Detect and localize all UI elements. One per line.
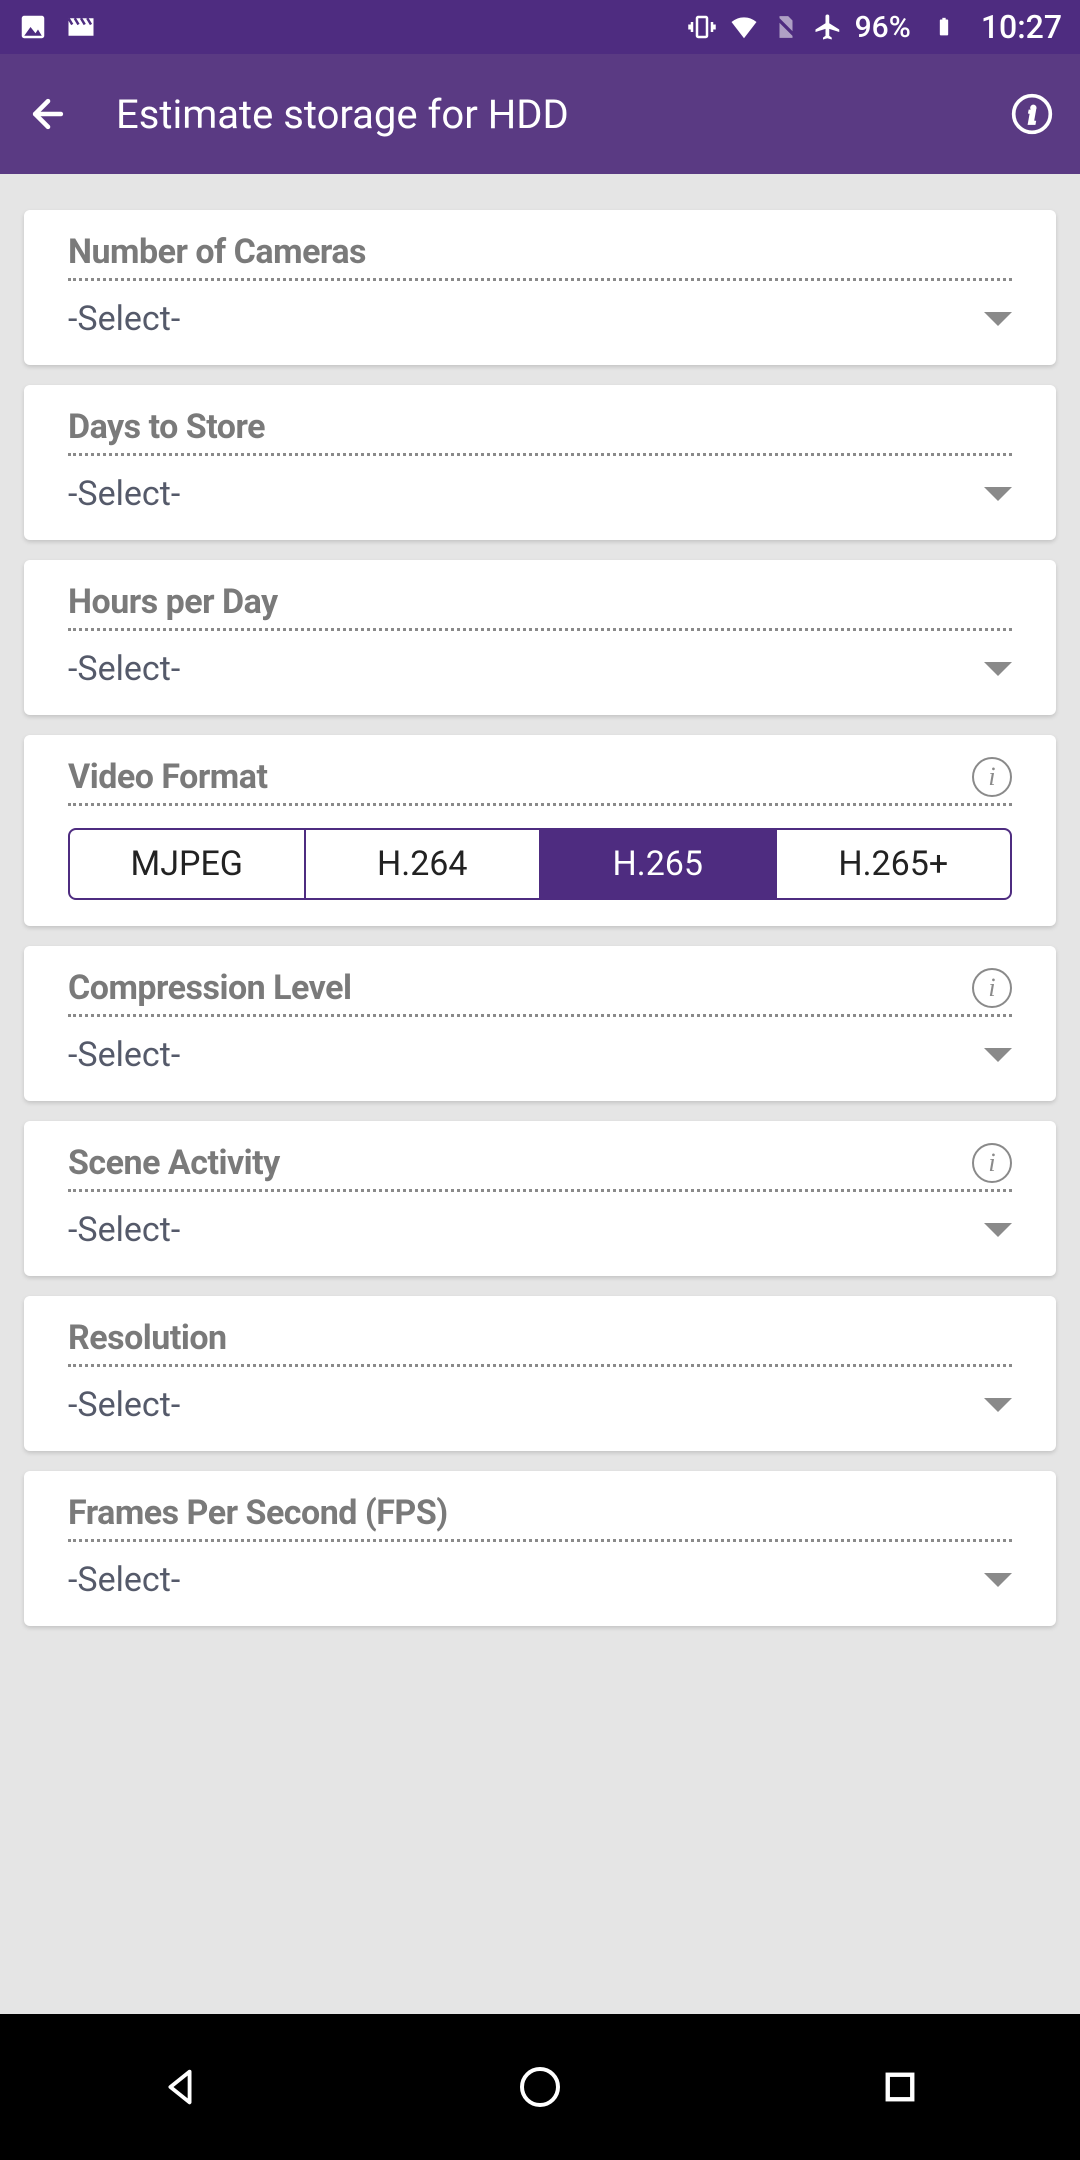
- label-scene: Scene Activity: [68, 1143, 280, 1183]
- chevron-down-icon: [984, 1223, 1012, 1237]
- card-compression: Compression Level i -Select-: [24, 946, 1056, 1101]
- status-right: 96% 10:27: [687, 8, 1062, 46]
- format-segmented: MJPEG H.264 H.265 H.265+: [68, 828, 1012, 900]
- value-scene: -Select-: [68, 1210, 180, 1250]
- card-fps: Frames Per Second (FPS) -Select-: [24, 1471, 1056, 1626]
- chevron-down-icon: [984, 662, 1012, 676]
- app-bar: Estimate storage for HDD i: [0, 54, 1080, 174]
- value-resolution: -Select-: [68, 1385, 180, 1425]
- chevron-down-icon: [984, 487, 1012, 501]
- card-cameras: Number of Cameras -Select-: [24, 210, 1056, 365]
- movie-icon: [66, 12, 96, 42]
- clock: 10:27: [981, 8, 1062, 46]
- chevron-down-icon: [984, 1048, 1012, 1062]
- page-title: Estimate storage for HDD: [116, 91, 964, 138]
- nav-bar: [0, 2014, 1080, 2160]
- back-button[interactable]: [20, 86, 76, 142]
- nav-recents-button[interactable]: [865, 2052, 935, 2122]
- chevron-down-icon: [984, 312, 1012, 326]
- segment-mjpeg[interactable]: MJPEG: [70, 830, 306, 898]
- vibrate-icon: [687, 12, 717, 42]
- segment-h265plus[interactable]: H.265+: [777, 830, 1011, 898]
- info-compression-button[interactable]: i: [972, 968, 1012, 1008]
- segment-h265[interactable]: H.265: [541, 830, 777, 898]
- segment-h264[interactable]: H.264: [306, 830, 542, 898]
- select-compression[interactable]: -Select-: [68, 1017, 1012, 1075]
- value-days: -Select-: [68, 474, 180, 514]
- label-cameras: Number of Cameras: [68, 232, 1012, 281]
- status-left: [18, 12, 96, 42]
- label-fps: Frames Per Second (FPS): [68, 1493, 1012, 1542]
- battery-percent: 96%: [855, 10, 911, 45]
- nav-home-button[interactable]: [505, 2052, 575, 2122]
- label-resolution: Resolution: [68, 1318, 1012, 1367]
- info-format-button[interactable]: i: [972, 757, 1012, 797]
- card-scene: Scene Activity i -Select-: [24, 1121, 1056, 1276]
- value-hours: -Select-: [68, 649, 180, 689]
- label-format: Video Format: [68, 757, 267, 797]
- card-hours: Hours per Day -Select-: [24, 560, 1056, 715]
- no-sim-icon: [771, 12, 801, 42]
- select-days[interactable]: -Select-: [68, 456, 1012, 514]
- label-days: Days to Store: [68, 407, 1012, 456]
- value-fps: -Select-: [68, 1560, 180, 1600]
- value-cameras: -Select-: [68, 299, 180, 339]
- chevron-down-icon: [984, 1573, 1012, 1587]
- select-fps[interactable]: -Select-: [68, 1542, 1012, 1600]
- content: Number of Cameras -Select- Days to Store…: [0, 174, 1080, 2014]
- svg-text:i: i: [1028, 100, 1035, 129]
- status-bar: 96% 10:27: [0, 0, 1080, 54]
- nav-back-button[interactable]: [145, 2052, 215, 2122]
- select-cameras[interactable]: -Select-: [68, 281, 1012, 339]
- wifi-icon: [729, 12, 759, 42]
- card-format: Video Format i MJPEG H.264 H.265 H.265+: [24, 735, 1056, 926]
- info-scene-button[interactable]: i: [972, 1143, 1012, 1183]
- airplane-icon: [813, 12, 843, 42]
- value-compression: -Select-: [68, 1035, 180, 1075]
- battery-icon: [929, 12, 959, 42]
- card-resolution: Resolution -Select-: [24, 1296, 1056, 1451]
- label-compression: Compression Level: [68, 968, 352, 1008]
- select-hours[interactable]: -Select-: [68, 631, 1012, 689]
- card-days: Days to Store -Select-: [24, 385, 1056, 540]
- page-info-button[interactable]: i: [1004, 86, 1060, 142]
- label-hours: Hours per Day: [68, 582, 1012, 631]
- select-scene[interactable]: -Select-: [68, 1192, 1012, 1250]
- select-resolution[interactable]: -Select-: [68, 1367, 1012, 1425]
- chevron-down-icon: [984, 1398, 1012, 1412]
- picture-icon: [18, 12, 48, 42]
